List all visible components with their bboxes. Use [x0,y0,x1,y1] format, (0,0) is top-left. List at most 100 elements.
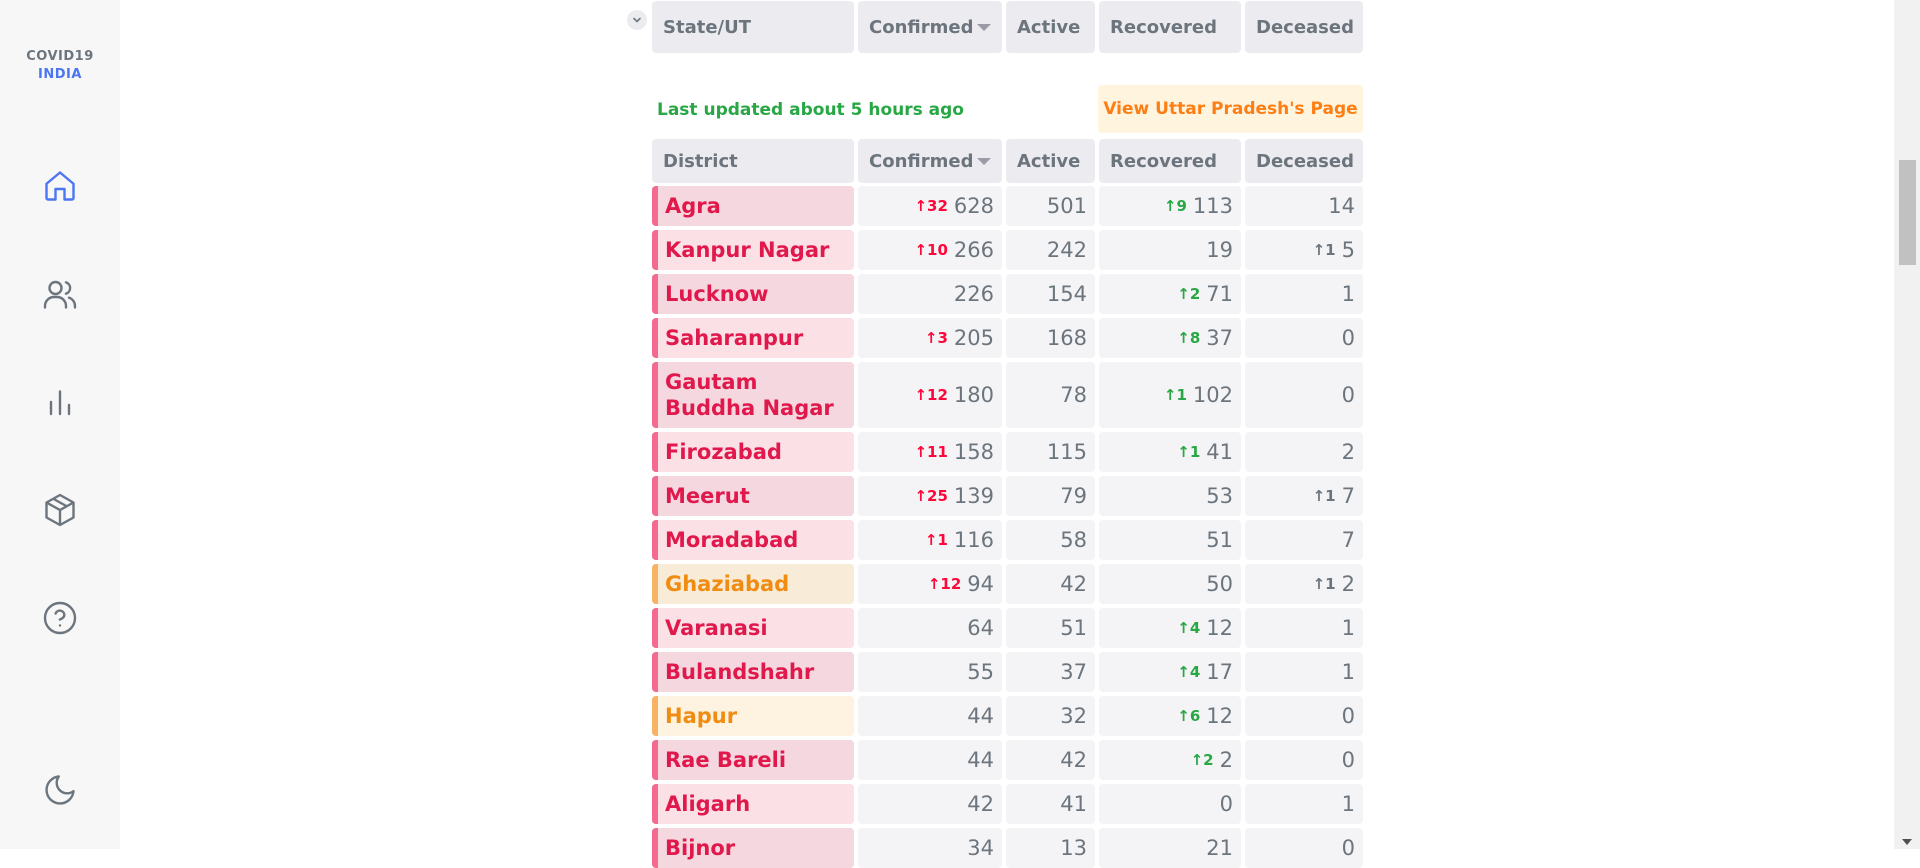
header-state-ut[interactable]: State/UT [652,1,854,53]
zone-indicator-bar [652,274,658,314]
delta-value: ↑25 [914,487,948,505]
recovered-cell: 53 [1099,476,1241,516]
count-value: 50 [1206,572,1233,596]
district-name-cell[interactable]: Hapur [652,696,854,736]
count-value: 0 [1341,383,1355,407]
header-confirmed[interactable]: Confirmed [858,1,1002,53]
collapse-toggle[interactable] [627,10,647,30]
district-name-cell[interactable]: Bulandshahr [652,652,854,692]
count-value: 42 [967,792,994,816]
confirmed-cell: 34 [858,828,1002,868]
count-value: 0 [1341,704,1355,728]
delta-value: ↑12 [927,575,962,593]
district-name: Kanpur Nagar [665,238,830,262]
header-active[interactable]: Active [1006,1,1095,53]
header-deceased[interactable]: Deceased [1245,139,1363,183]
confirmed-cell: 226 [858,274,1002,314]
recovered-cell: ↑1 41 [1099,432,1241,472]
header-confirmed[interactable]: Confirmed [858,139,1002,183]
count-value: 51 [1206,528,1233,552]
logo-line1: COVID19 [26,49,94,64]
confirmed-cell: 64 [858,608,1002,648]
count-value: 266 [953,238,994,262]
help-icon[interactable] [40,598,80,638]
district-name-cell[interactable]: Bijnor [652,828,854,868]
zone-indicator-bar [652,432,658,472]
district-name: Hapur [665,704,738,728]
count-value: 2 [1219,748,1233,772]
users-icon[interactable] [40,274,80,314]
count-value: 168 [1046,326,1087,350]
recovered-cell: ↑4 12 [1099,608,1241,648]
recovered-cell: 51 [1099,520,1241,560]
count-value: 501 [1046,194,1087,218]
header-label: Recovered [1110,150,1218,172]
zone-indicator-bar [652,520,658,560]
header-recovered[interactable]: Recovered [1099,139,1241,183]
header-active[interactable]: Active [1006,139,1095,183]
header-label: Confirmed [869,16,974,38]
active-cell: 79 [1006,476,1095,516]
deceased-cell: 1 [1245,608,1363,648]
count-value: 55 [967,660,994,684]
header-deceased[interactable]: Deceased [1245,1,1363,53]
header-recovered[interactable]: Recovered [1099,1,1241,53]
confirmed-cell: 55 [858,652,1002,692]
district-name: Bijnor [665,836,736,860]
home-icon[interactable] [40,166,80,206]
count-value: 42 [1060,748,1087,772]
district-name-cell[interactable]: Rae Bareli [652,740,854,780]
delta-value: ↑4 [1177,663,1201,681]
header-label: Recovered [1110,16,1218,38]
active-cell: 37 [1006,652,1095,692]
delta-value: ↑1 [1312,241,1336,259]
district-name-cell[interactable]: Saharanpur [652,318,854,358]
count-value: 0 [1341,836,1355,860]
moon-icon[interactable] [40,770,80,810]
box-icon[interactable] [40,490,80,530]
delta-value: ↑6 [1177,707,1201,725]
confirmed-cell: ↑10 266 [858,230,1002,270]
count-value: 44 [967,748,994,772]
view-state-page-button[interactable]: View Uttar Pradesh's Page [1098,85,1363,133]
district-name-cell[interactable]: Firozabad [652,432,854,472]
delta-value: ↑2 [1177,285,1201,303]
logo[interactable]: COVID19 INDIA [0,48,120,84]
bar-chart-icon[interactable] [40,382,80,422]
vertical-scrollbar[interactable] [1894,0,1920,849]
district-name-cell[interactable]: Aligarh [652,784,854,824]
count-value: 116 [953,528,994,552]
scrollbar-thumb[interactable] [1899,160,1916,265]
deceased-cell: ↑1 7 [1245,476,1363,516]
district-name-cell[interactable]: Meerut [652,476,854,516]
count-value: 115 [1046,440,1087,464]
delta-value: ↑8 [1177,329,1201,347]
recovered-cell: ↑2 2 [1099,740,1241,780]
confirmed-cell: ↑11 158 [858,432,1002,472]
active-cell: 42 [1006,740,1095,780]
count-value: 14 [1328,194,1355,218]
deceased-cell: ↑1 5 [1245,230,1363,270]
header-district[interactable]: District [652,139,854,183]
count-value: 5 [1341,238,1355,262]
deceased-cell: 2 [1245,432,1363,472]
district-name-cell[interactable]: Gautam Buddha Nagar [652,362,854,428]
scroll-down-arrow-icon[interactable] [1902,839,1912,845]
count-value: 12 [1206,704,1233,728]
zone-indicator-bar [652,230,658,270]
count-value: 12 [1206,616,1233,640]
active-cell: 242 [1006,230,1095,270]
district-name-cell[interactable]: Lucknow [652,274,854,314]
confirmed-cell: 44 [858,696,1002,736]
count-value: 139 [953,484,994,508]
district-name-cell[interactable]: Agra [652,186,854,226]
zone-indicator-bar [652,784,658,824]
district-name: Lucknow [665,282,769,306]
district-name-cell[interactable]: Moradabad [652,520,854,560]
confirmed-cell: ↑12 94 [858,564,1002,604]
active-cell: 78 [1006,362,1095,428]
district-name-cell[interactable]: Ghaziabad [652,564,854,604]
district-name-cell[interactable]: Varanasi [652,608,854,648]
count-value: 42 [1060,572,1087,596]
district-name-cell[interactable]: Kanpur Nagar [652,230,854,270]
